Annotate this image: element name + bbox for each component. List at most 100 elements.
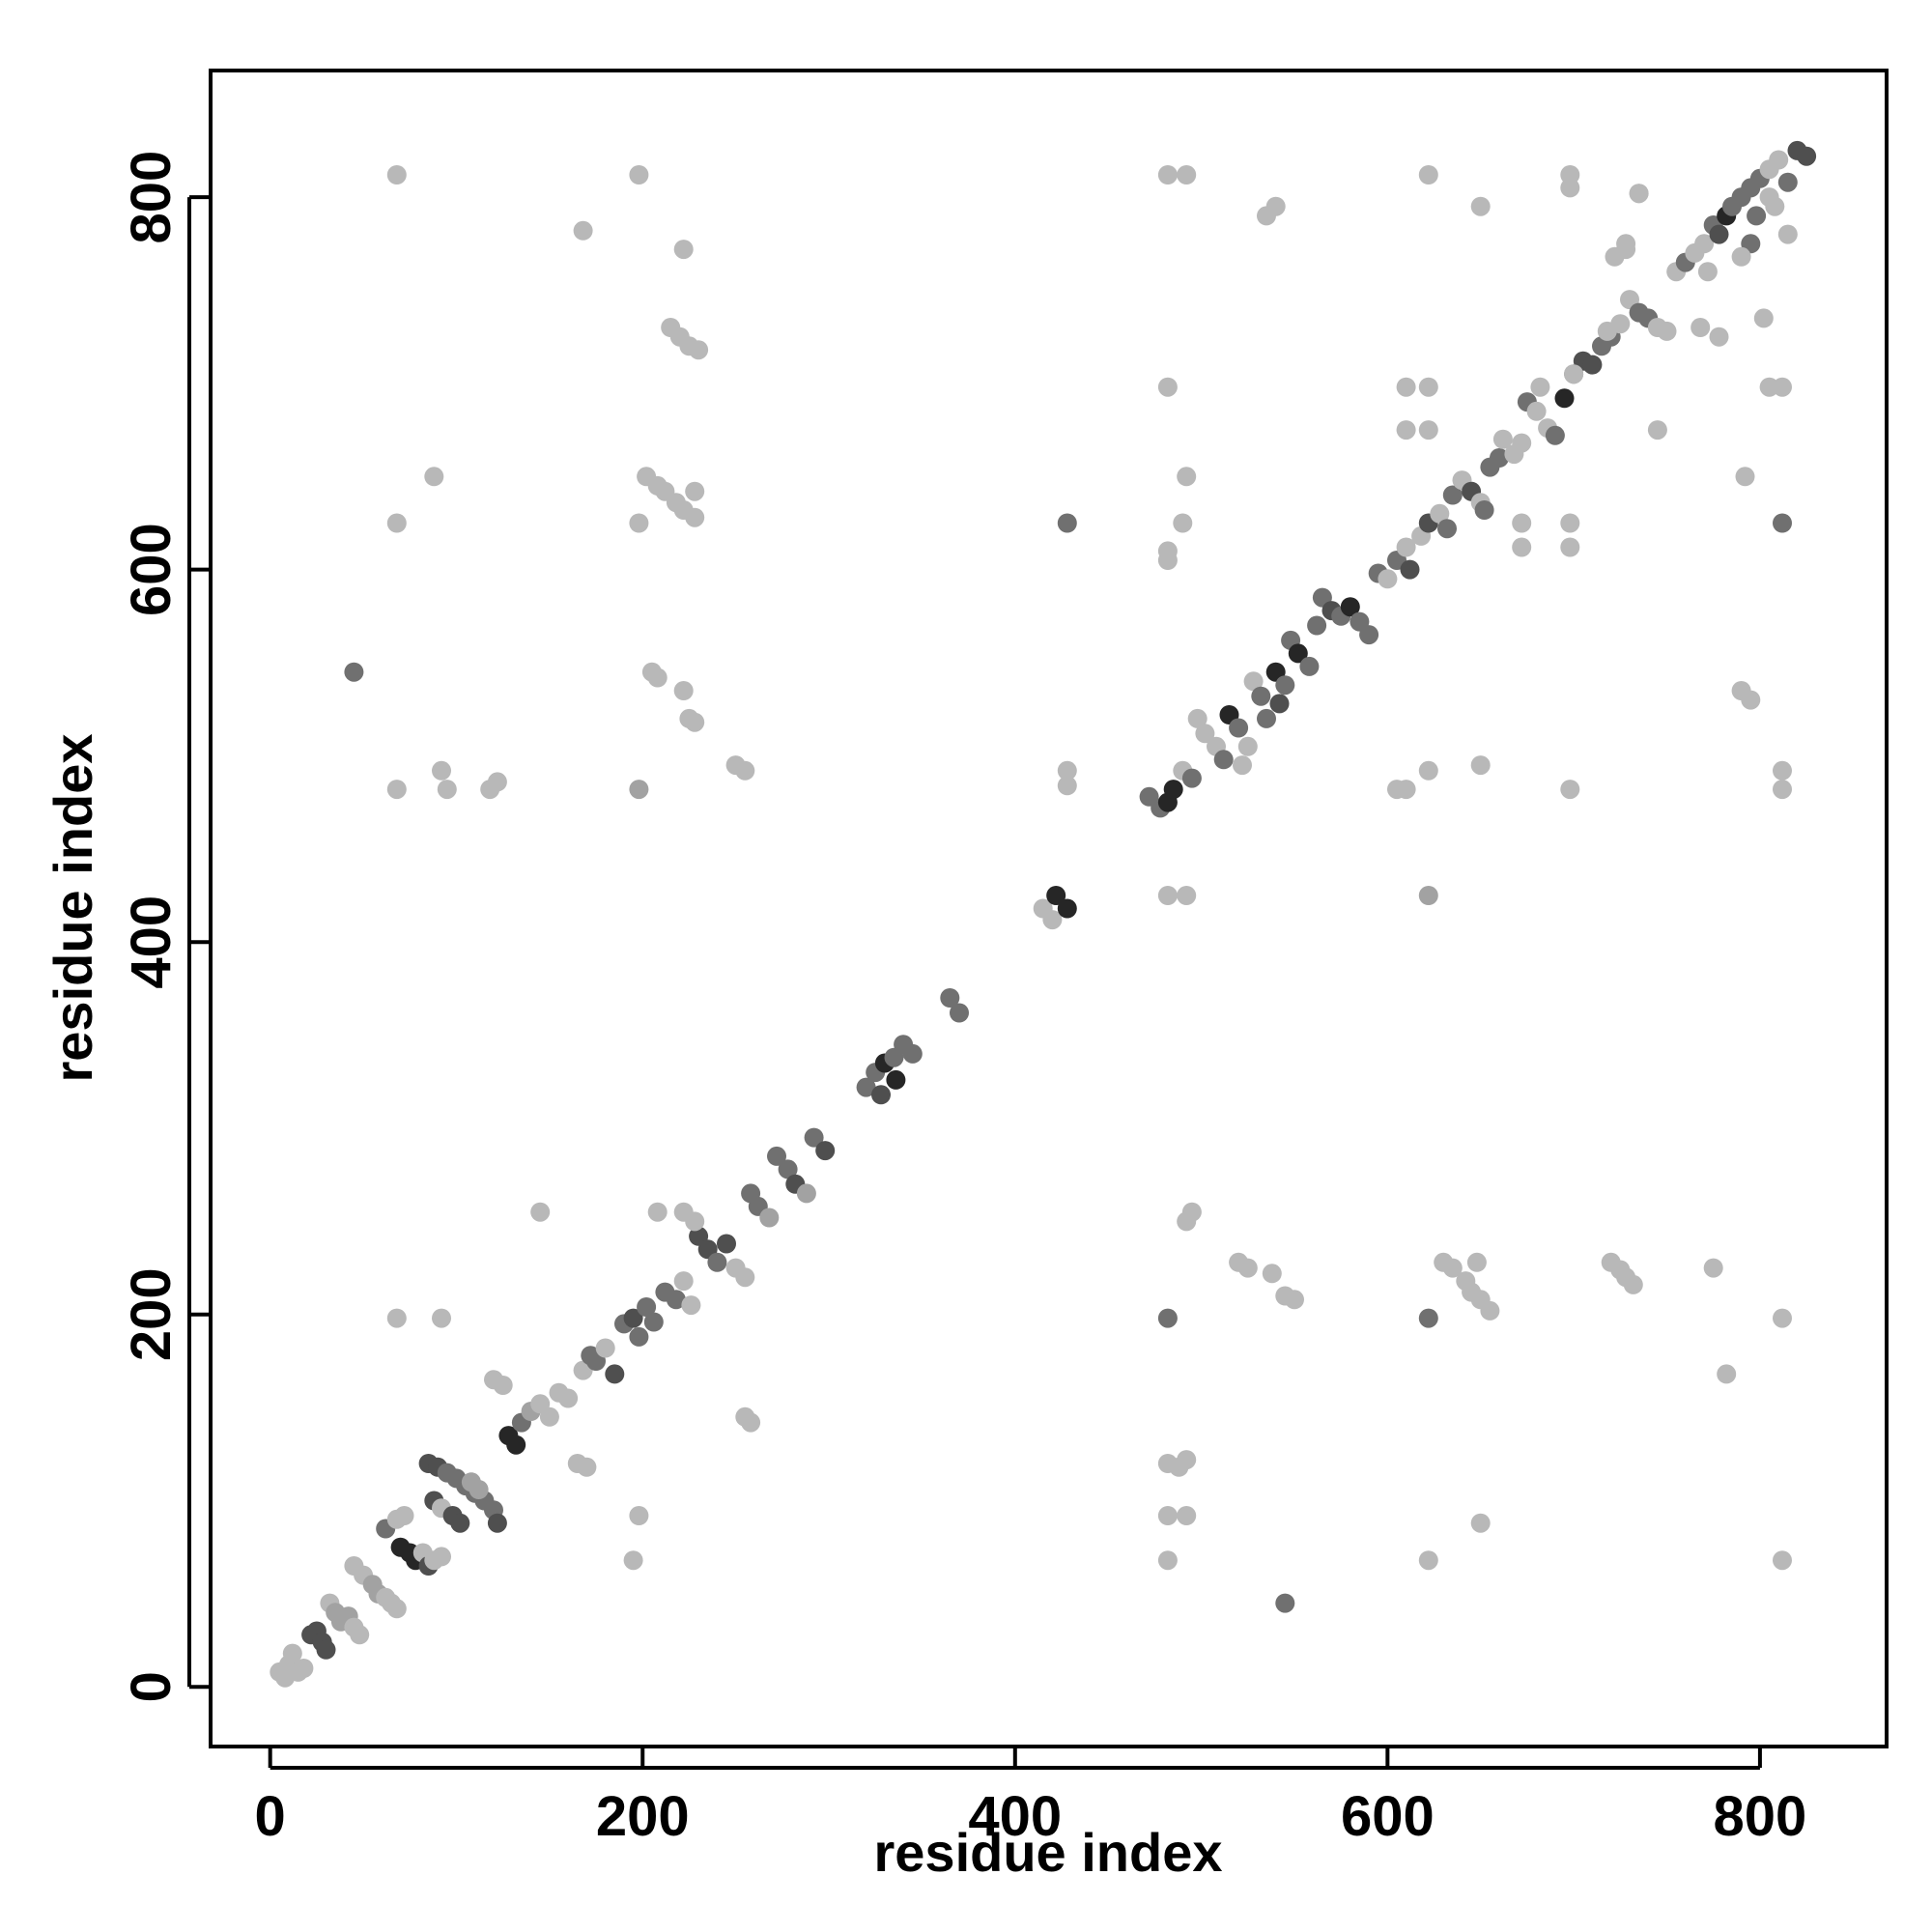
data-point <box>1387 780 1406 800</box>
data-point <box>666 1290 686 1310</box>
data-point <box>1564 364 1584 384</box>
data-point <box>1530 377 1550 397</box>
data-point <box>1769 150 1789 170</box>
data-point <box>1697 262 1718 282</box>
data-point <box>1257 708 1276 728</box>
data-point <box>741 1412 761 1433</box>
data-point <box>1173 513 1193 533</box>
data-point <box>856 1077 876 1097</box>
data-point <box>1690 318 1711 337</box>
data-point <box>623 1308 643 1328</box>
data-point <box>1703 1258 1723 1278</box>
data-point <box>1177 1506 1197 1525</box>
data-point <box>673 240 694 260</box>
data-point <box>344 662 364 682</box>
data-point <box>432 1308 451 1328</box>
data-point <box>1480 1300 1500 1321</box>
data-point <box>1512 513 1532 533</box>
data-point <box>1177 467 1197 487</box>
data-point <box>735 760 755 781</box>
data-point <box>637 1297 657 1317</box>
data-point <box>1773 780 1792 800</box>
data-point <box>629 1326 649 1347</box>
data-point <box>1418 377 1438 397</box>
data-point <box>1777 224 1798 244</box>
data-point <box>1442 1258 1463 1278</box>
data-point <box>1797 146 1817 166</box>
data-point <box>902 1043 923 1064</box>
data-point <box>1157 165 1178 185</box>
data-point <box>1437 519 1457 539</box>
data-point <box>950 1003 969 1023</box>
data-point <box>1396 420 1416 440</box>
data-point <box>282 1643 302 1663</box>
data-point <box>432 1547 451 1567</box>
data-point <box>685 481 705 501</box>
data-point <box>886 1069 906 1090</box>
data-point <box>1474 500 1494 520</box>
data-point <box>394 1506 414 1525</box>
y-axis-title: residue index <box>43 733 103 1082</box>
data-point <box>1177 1450 1197 1470</box>
data-point <box>673 681 694 700</box>
data-point <box>1470 196 1491 216</box>
data-point <box>1709 224 1729 244</box>
data-point <box>577 1457 597 1477</box>
data-point <box>1157 1550 1178 1571</box>
data-point <box>1773 760 1792 781</box>
data-point <box>681 1295 701 1316</box>
data-point <box>685 1211 705 1232</box>
data-point <box>1400 559 1420 580</box>
data-point <box>647 668 668 688</box>
data-point <box>1605 246 1625 267</box>
data-point <box>294 1659 314 1678</box>
data-point <box>1560 178 1580 198</box>
data-point <box>1378 569 1398 589</box>
data-point <box>1396 377 1416 397</box>
data-point <box>1647 420 1667 440</box>
data-point <box>450 1513 470 1533</box>
data-point <box>1163 780 1183 800</box>
data-point <box>386 165 407 185</box>
y-tick-label: 600 <box>120 523 183 616</box>
data-point <box>623 1550 643 1571</box>
data-point <box>1490 448 1509 468</box>
plot-frame <box>209 69 1889 1748</box>
data-point <box>1251 686 1271 706</box>
y-axis: 0 200 400 600 800 <box>120 151 211 1702</box>
y-tick-label: 400 <box>120 895 183 989</box>
x-tick-label: 0 <box>255 1785 286 1848</box>
data-point <box>469 1480 489 1499</box>
data-point <box>1709 327 1729 347</box>
data-point <box>1418 420 1438 440</box>
data-point <box>386 1308 407 1328</box>
data-point <box>647 1202 668 1222</box>
data-point <box>1396 537 1416 557</box>
data-point <box>1157 1308 1178 1328</box>
data-point <box>1307 615 1327 636</box>
data-point <box>1275 1593 1295 1613</box>
data-point <box>506 1435 526 1455</box>
x-axis-title: residue index <box>873 1822 1222 1883</box>
data-point <box>1753 308 1774 328</box>
data-point <box>1731 246 1751 267</box>
data-point <box>1262 1264 1282 1284</box>
data-point <box>1735 467 1755 487</box>
data-point <box>386 780 407 800</box>
data-point <box>629 1506 649 1525</box>
data-point <box>530 1202 551 1222</box>
data-point <box>350 1625 370 1645</box>
data-point <box>871 1085 891 1105</box>
data-point <box>1582 355 1603 375</box>
y-tick-label: 200 <box>120 1267 183 1361</box>
data-point <box>815 1141 836 1161</box>
data-point <box>1057 898 1077 919</box>
data-point <box>1597 321 1617 341</box>
data-point <box>1526 401 1547 421</box>
data-points <box>270 140 1817 1688</box>
data-point <box>487 772 507 792</box>
data-point <box>1560 513 1580 533</box>
data-point <box>1042 910 1063 930</box>
data-point <box>796 1183 816 1204</box>
data-point <box>1229 718 1249 738</box>
